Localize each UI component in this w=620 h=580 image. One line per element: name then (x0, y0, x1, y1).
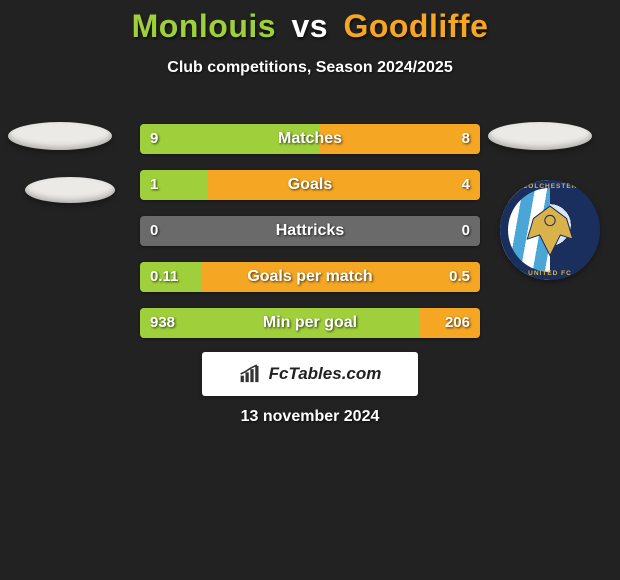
right-avatar-placeholder (488, 122, 592, 150)
left-avatar-placeholder-2 (25, 177, 115, 203)
stat-left-value: 938 (140, 308, 185, 338)
subtitle: Club competitions, Season 2024/2025 (0, 59, 620, 77)
fctables-logo: FcTables.com (202, 352, 418, 396)
player1-name: Monlouis (132, 8, 276, 44)
player2-name: Goodliffe (343, 8, 488, 44)
stat-row: Hattricks0 0 (140, 216, 480, 246)
comparison-card: Monlouis vs Goodliffe Club competitions,… (0, 0, 620, 580)
badge-top-text: COLCHESTER (500, 183, 600, 190)
page-title: Monlouis vs Goodliffe (0, 0, 620, 45)
stat-label: Goals (140, 170, 480, 200)
stat-label: Hattricks (140, 216, 480, 246)
stat-row: Goals1 4 (140, 170, 480, 200)
stat-right-value: 8 (452, 124, 480, 154)
stat-row: Goals per match0.11 0.5 (140, 262, 480, 292)
stat-left-value: 0.11 (140, 262, 188, 292)
stat-left-value: 0 (140, 216, 168, 246)
bar-chart-icon (239, 364, 265, 384)
vs-label: vs (291, 8, 328, 44)
stat-right-value: 0 (452, 216, 480, 246)
badge-bottom-text: UNITED FC (500, 270, 600, 277)
stat-right-value: 4 (452, 170, 480, 200)
eagle-icon (519, 198, 581, 260)
left-avatar-placeholder-1 (8, 122, 112, 150)
stat-bars: Matches9 8 Goals1 4 Hattricks0 0 Goals per mat… (140, 124, 480, 354)
stat-row: Matches9 8 (140, 124, 480, 154)
stat-row: Min per goal938 206 (140, 308, 480, 338)
logo-text: FcTables.com (269, 364, 382, 384)
club-badge-right: COLCHESTER UNITED FC (500, 180, 600, 280)
stat-label: Matches (140, 124, 480, 154)
stat-left-value: 1 (140, 170, 168, 200)
stat-label: Goals per match (140, 262, 480, 292)
stat-right-value: 206 (435, 308, 480, 338)
date-label: 13 november 2024 (0, 408, 620, 426)
stat-label: Min per goal (140, 308, 480, 338)
stat-right-value: 0.5 (439, 262, 480, 292)
stat-left-value: 9 (140, 124, 168, 154)
